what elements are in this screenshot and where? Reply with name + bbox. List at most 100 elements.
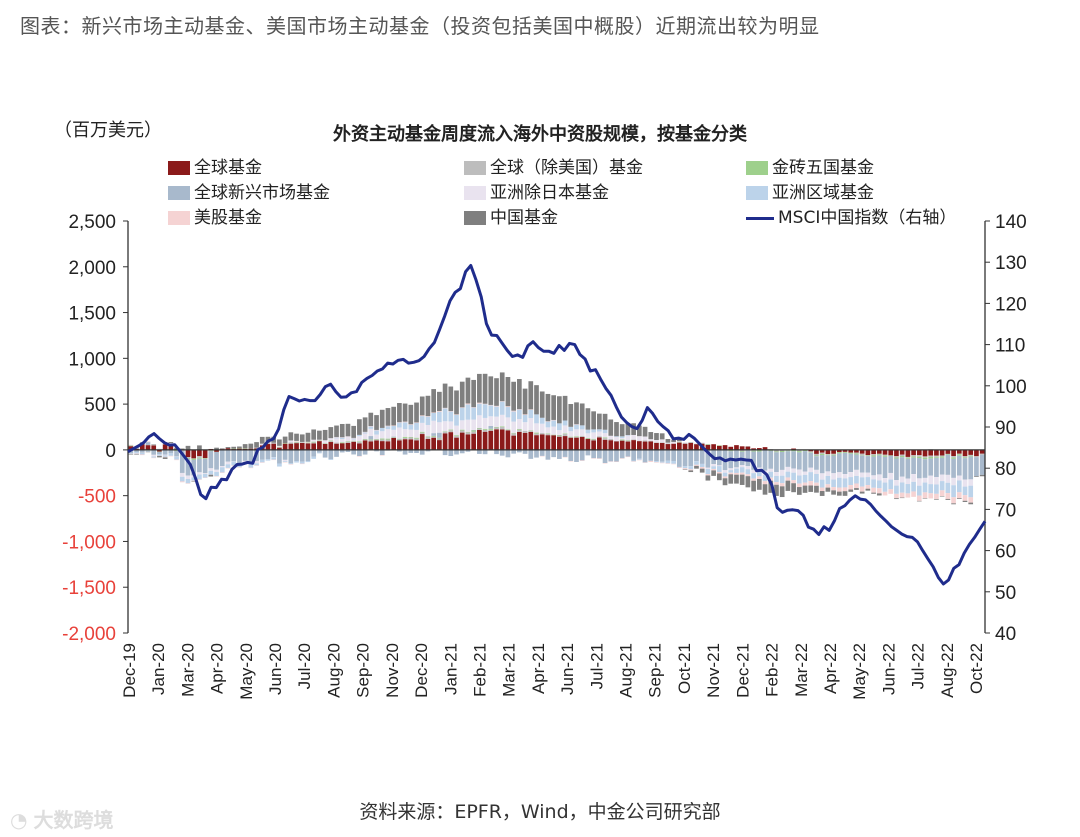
bar-segment bbox=[494, 416, 499, 427]
bar-segment bbox=[477, 403, 482, 416]
bar-segment bbox=[282, 461, 288, 463]
bar-segment bbox=[756, 451, 762, 468]
x-tick-label: Jan-20 bbox=[149, 643, 168, 695]
bar-segment bbox=[614, 436, 619, 437]
bar-segment bbox=[802, 474, 808, 483]
bar-segment bbox=[425, 416, 431, 425]
bar-segment bbox=[676, 441, 682, 443]
legend-label: MSCI中国指数（右轴） bbox=[778, 208, 957, 228]
bar-segment bbox=[162, 455, 168, 457]
bar-segment bbox=[865, 477, 871, 486]
bar-segment bbox=[128, 446, 134, 450]
bar-segment bbox=[328, 459, 334, 460]
bar-segment bbox=[334, 438, 339, 443]
bar-segment bbox=[602, 433, 608, 438]
bar-segment bbox=[591, 439, 596, 441]
source-note: 资料来源：EPFR，Wind，中金公司研究部 bbox=[359, 801, 721, 823]
x-tick-label: May-20 bbox=[237, 643, 256, 700]
bar-segment bbox=[465, 432, 471, 435]
bar-segment bbox=[437, 440, 442, 450]
bar-segment bbox=[648, 440, 654, 442]
bar-segment bbox=[739, 446, 745, 450]
bar-segment bbox=[231, 448, 237, 450]
bar-segment bbox=[922, 449, 928, 457]
bar-segment bbox=[539, 434, 545, 450]
bar-segment bbox=[825, 471, 831, 476]
bar-segment bbox=[334, 436, 339, 438]
bar-segment bbox=[819, 452, 825, 454]
bar-segment bbox=[202, 477, 208, 479]
bar-segment bbox=[711, 466, 716, 469]
bar-segment bbox=[539, 449, 545, 456]
bar-segment bbox=[876, 488, 882, 494]
bar-segment bbox=[865, 456, 871, 473]
bar-segment bbox=[911, 457, 916, 475]
bar-segment bbox=[848, 477, 854, 486]
bar-segment bbox=[191, 458, 197, 460]
bar-segment bbox=[214, 449, 219, 452]
bar-segment bbox=[128, 453, 134, 455]
bar-segment bbox=[591, 438, 596, 440]
bar-segment bbox=[836, 487, 842, 492]
bar-segment bbox=[802, 471, 808, 475]
y-tick-label: 2,500 bbox=[68, 212, 116, 233]
bar-segment bbox=[659, 442, 665, 443]
bar-segment bbox=[648, 449, 654, 461]
bar-segment bbox=[299, 463, 305, 465]
bar-segment bbox=[408, 424, 414, 425]
bar-segment bbox=[328, 449, 334, 460]
bar-segment bbox=[259, 436, 265, 444]
bar-segment bbox=[162, 457, 168, 459]
bar-segment bbox=[585, 429, 591, 434]
bar-segment bbox=[368, 439, 374, 440]
bar-segment bbox=[397, 440, 402, 450]
bar-segment bbox=[488, 430, 494, 450]
bar-segment bbox=[665, 460, 671, 464]
bar-segment bbox=[271, 449, 277, 458]
bar-segment bbox=[871, 479, 876, 488]
bar-segment bbox=[505, 449, 511, 458]
bar-segment bbox=[579, 450, 585, 461]
bar-segment bbox=[876, 454, 882, 456]
bar-segment bbox=[597, 458, 602, 459]
bar-segment bbox=[448, 430, 454, 433]
bar-segment bbox=[945, 454, 951, 455]
bar-segment bbox=[311, 449, 317, 457]
bar-segment bbox=[168, 444, 174, 450]
bar-segment bbox=[688, 442, 694, 450]
bar-segment bbox=[551, 449, 556, 458]
bar-segment bbox=[494, 429, 499, 450]
bar-segment bbox=[282, 459, 288, 462]
bar-segment bbox=[522, 414, 528, 423]
bar-segment bbox=[328, 438, 334, 441]
bar-segment bbox=[145, 441, 151, 443]
bar-segment bbox=[899, 456, 905, 458]
bar-segment bbox=[814, 485, 819, 493]
bar-segment bbox=[871, 456, 876, 476]
bar-segment bbox=[597, 413, 602, 430]
x-tick-label: Jul-20 bbox=[295, 643, 314, 689]
bar-segment bbox=[602, 413, 608, 430]
bar-segment bbox=[819, 487, 825, 491]
bar-segment bbox=[808, 451, 814, 453]
bar-segment bbox=[459, 407, 465, 421]
bar-segment bbox=[151, 444, 157, 446]
bar-segment bbox=[854, 475, 859, 484]
bar-segment bbox=[934, 449, 939, 456]
bar-segment bbox=[528, 409, 534, 410]
bar-segment bbox=[968, 454, 974, 456]
bar-segment bbox=[899, 492, 905, 498]
bar-segment bbox=[648, 460, 654, 462]
bar-segment bbox=[694, 465, 699, 469]
bar-segment bbox=[539, 455, 545, 457]
bar-segment bbox=[591, 411, 596, 430]
bar-segment bbox=[699, 463, 705, 468]
bar-segment bbox=[968, 479, 974, 486]
bar-segment bbox=[814, 469, 819, 474]
y-tick-label: 500 bbox=[84, 395, 116, 416]
bar-segment bbox=[939, 457, 945, 475]
bar-segment bbox=[551, 435, 556, 450]
bar-segment bbox=[796, 487, 802, 495]
bar-segment bbox=[814, 453, 819, 456]
bar-segment bbox=[574, 429, 579, 437]
